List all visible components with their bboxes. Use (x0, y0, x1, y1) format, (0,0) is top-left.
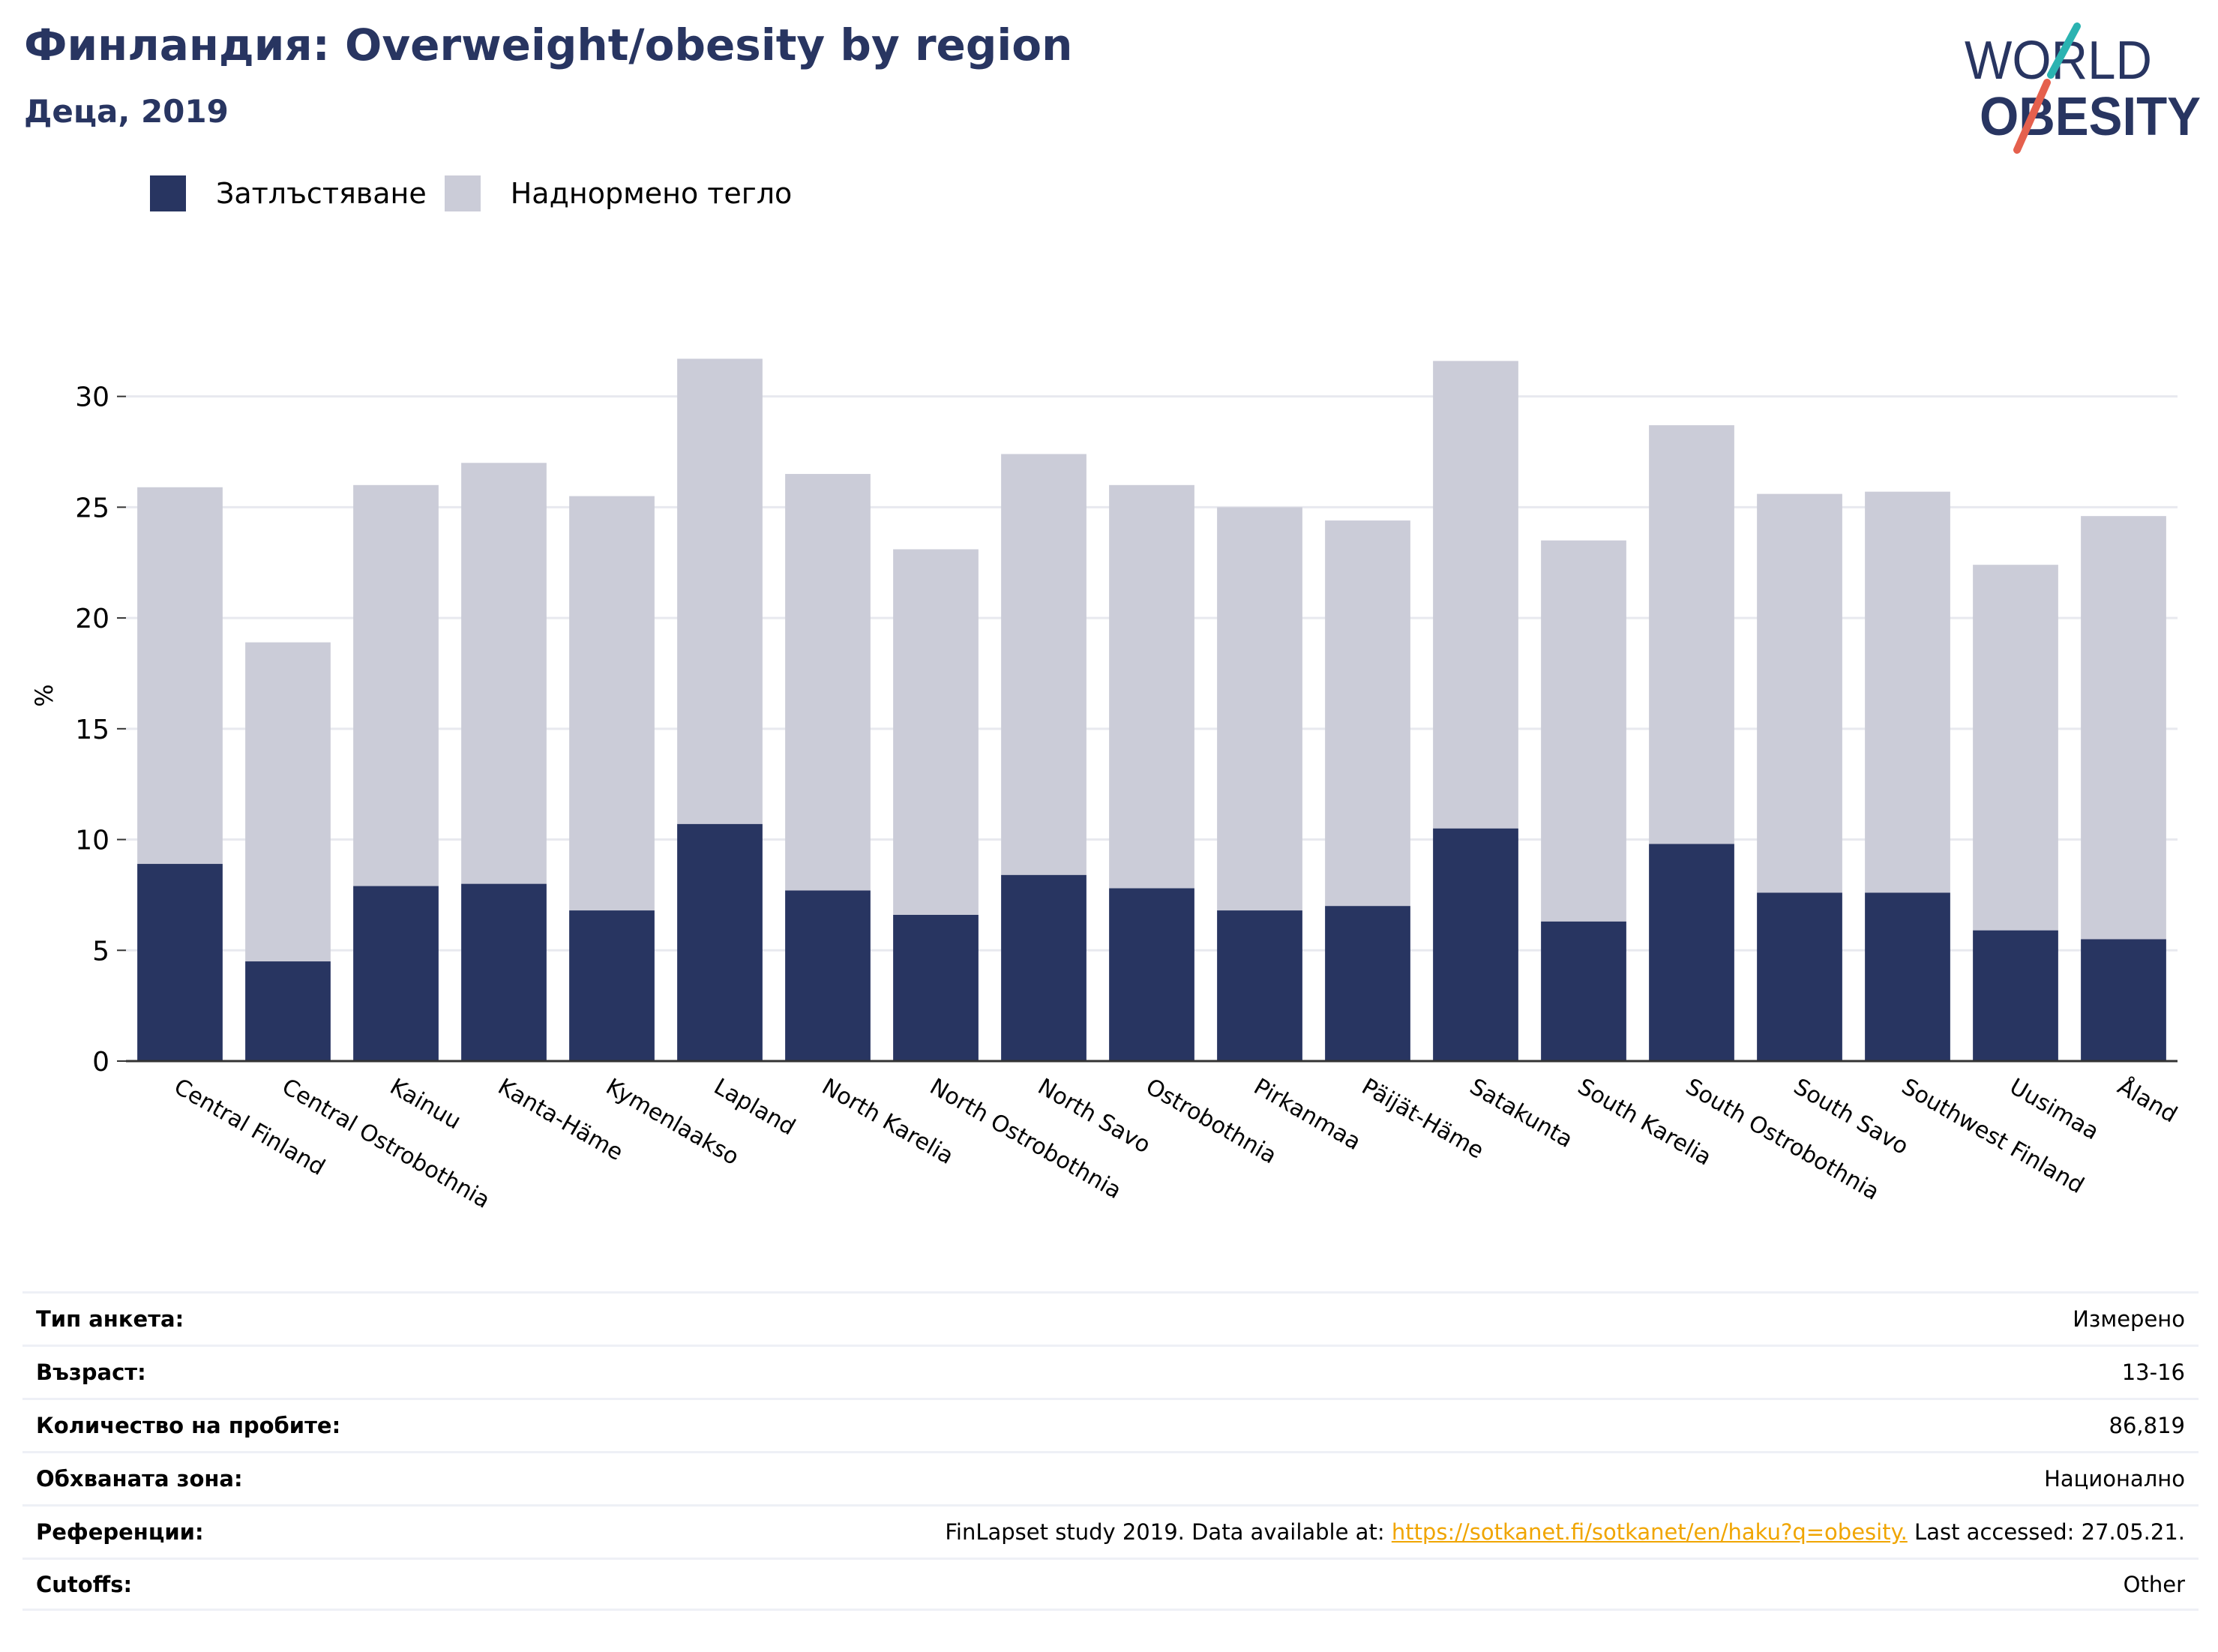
bar-obesity (245, 961, 331, 1061)
meta-value: Национално (2044, 1466, 2185, 1492)
bar-obesity (1649, 844, 1734, 1061)
meta-label: Тип анкета: (36, 1306, 184, 1332)
meta-row-references: Референции: FinLapset study 2019. Data a… (22, 1504, 2199, 1558)
bar-overweight (1649, 425, 1734, 844)
y-tick-label: 10 (75, 826, 109, 856)
bar-obesity (353, 886, 439, 1061)
y-tick-label: 0 (92, 1047, 109, 1078)
survey-details-table: Тип анкета: Измерено Възраст: 13-16 Коли… (22, 1291, 2199, 1611)
meta-value: 86,819 (2109, 1413, 2185, 1438)
bar-obesity (1757, 892, 1842, 1061)
reference-link[interactable]: https://sotkanet.fi/sotkanet/en/haku?q=o… (1391, 1519, 1908, 1545)
meta-label: Обхваната зона: (36, 1466, 243, 1492)
meta-label: Референции: (36, 1519, 204, 1545)
x-tick-label: Lapland (709, 1074, 799, 1141)
meta-label: Количество на пробите: (36, 1413, 341, 1438)
bar-overweight (2081, 516, 2166, 940)
chart-title: Финландия: Overweight/obesity by region (24, 19, 1073, 70)
legend-item-obesity[interactable]: Затлъстяване (150, 175, 427, 211)
legend-label-overweight: Наднормено тегло (510, 177, 793, 210)
bar-obesity (1109, 888, 1194, 1061)
bar-overweight (1433, 361, 1518, 829)
bar-overweight (1109, 484, 1194, 889)
x-tick-label: South Ostrobothnia (1681, 1074, 1884, 1206)
logo-word-obesity: OBESITY (1980, 87, 2201, 147)
bar-overweight (1865, 491, 1950, 893)
legend-label-obesity: Затлъстяване (216, 177, 427, 210)
meta-row-survey-type: Тип анкета: Измерено (22, 1291, 2199, 1345)
x-tick-label: Uusimaa (2005, 1074, 2103, 1146)
meta-row-age: Възраст: 13-16 (22, 1345, 2199, 1398)
logo-slash-teal (2047, 22, 2081, 79)
bar-obesity (677, 823, 763, 1061)
bar-obesity (1973, 930, 2058, 1061)
y-tick-label: 5 (92, 936, 109, 967)
bar-overweight (1325, 520, 1410, 907)
bar-overweight (893, 549, 979, 915)
bar-obesity (2081, 939, 2166, 1061)
bar-obesity (1433, 828, 1518, 1061)
legend-swatch-overweight (444, 175, 481, 211)
bar-overweight (245, 642, 331, 962)
bar-overweight (461, 463, 547, 884)
meta-label: Cutoffs: (36, 1571, 133, 1597)
bar-overweight (1757, 493, 1842, 893)
legend-swatch-obesity (150, 175, 186, 211)
reference-accessed: Last accessed: 27.05.21. (1907, 1519, 2185, 1545)
y-axis-label: % (30, 684, 58, 706)
bar-overweight (1973, 565, 2058, 931)
bar-obesity (1865, 892, 1950, 1061)
chart-subtitle: Деца, 2019 (24, 93, 229, 130)
x-tick-label: Päijät-Häme (1357, 1074, 1488, 1165)
bar-overweight (353, 484, 439, 886)
logo-slash-coral (2013, 79, 2051, 154)
y-tick-label: 15 (75, 715, 109, 745)
bar-obesity (569, 910, 655, 1061)
bar-obesity (1325, 906, 1410, 1061)
bar-obesity (1541, 921, 1626, 1061)
meta-value: 13-16 (2121, 1360, 2185, 1385)
meta-row-cutoffs: Cutoffs: Other (22, 1558, 2199, 1611)
y-tick-label: 30 (75, 382, 109, 413)
bar-overweight (1001, 454, 1087, 875)
y-tick-label: 25 (75, 493, 109, 523)
meta-value: FinLapset study 2019. Data available at:… (945, 1519, 2185, 1545)
meta-row-sample-size: Количество на пробите: 86,819 (22, 1398, 2199, 1451)
y-tick-label: 20 (75, 604, 109, 634)
bar-overweight (1541, 540, 1626, 922)
bar-overweight (137, 487, 223, 865)
bar-overweight (785, 474, 871, 891)
bar-obesity (461, 883, 547, 1061)
bar-overweight (1217, 507, 1302, 911)
legend-item-overweight[interactable]: Наднормено тегло (444, 175, 793, 211)
bar-obesity (1217, 910, 1302, 1061)
chart-legend: Затлъстяване Наднормено тегло (150, 172, 810, 214)
meta-row-coverage: Обхваната зона: Национално (22, 1451, 2199, 1504)
reference-text: FinLapset study 2019. Data available at: (945, 1519, 1392, 1545)
x-tick-label: Åland (2113, 1073, 2182, 1129)
x-tick-label: Kainuu (385, 1074, 466, 1135)
world-obesity-logo: WORLD OBESITY (1965, 22, 2201, 154)
bar-overweight (677, 358, 763, 824)
meta-value: Измерено (2073, 1306, 2185, 1332)
meta-label: Възраст: (36, 1360, 146, 1385)
meta-value: Other (2123, 1571, 2185, 1597)
x-tick-label: North Ostrobothnia (925, 1074, 1125, 1205)
bar-obesity (893, 915, 979, 1061)
bar-obesity (137, 864, 223, 1061)
x-tick-label: Southwest Finland (1897, 1074, 2088, 1199)
bar-obesity (785, 890, 871, 1061)
bar-obesity (1001, 874, 1087, 1061)
bar-overweight (569, 496, 655, 911)
